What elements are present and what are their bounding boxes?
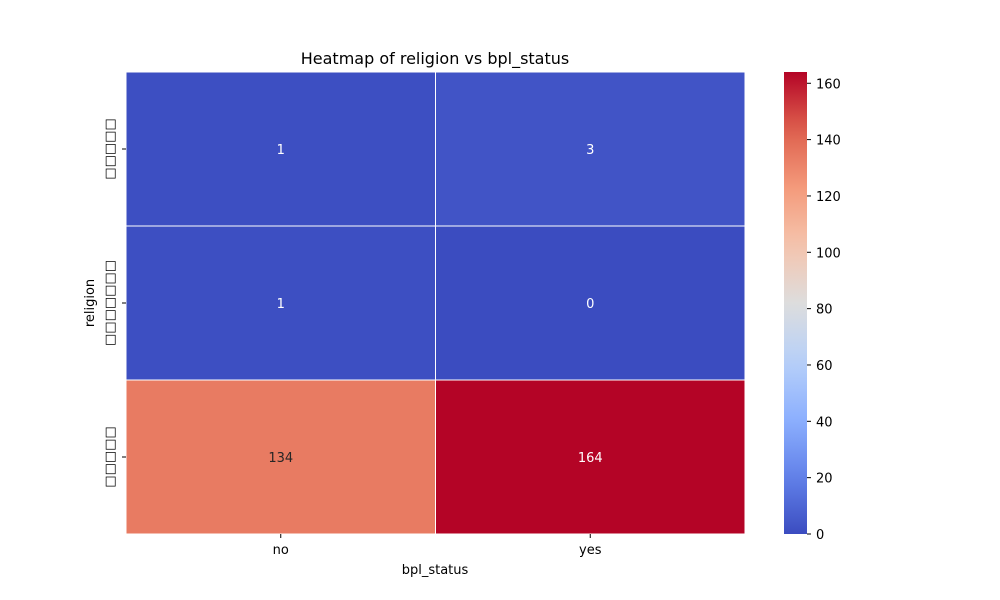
cell-value-label: 134 xyxy=(268,451,293,466)
colorbar-tick-label: 140 xyxy=(816,134,841,149)
colorbar-tick-label: 100 xyxy=(816,246,841,261)
cell-value-label: 1 xyxy=(277,143,285,158)
y-axis: □□□□□□□□□□□□□□□□□ xyxy=(103,118,126,488)
heatmap-cell xyxy=(435,225,746,381)
chart-title: Heatmap of religion vs bpl_status xyxy=(301,49,569,69)
colorbar-tick-label: 40 xyxy=(816,415,833,430)
heatmap-cell xyxy=(125,379,436,535)
y-tick-label: □□□□□ xyxy=(103,426,118,487)
x-tick-label: yes xyxy=(579,543,602,558)
colorbar-tick-label: 60 xyxy=(816,359,833,374)
y-tick-label: □□□□□ xyxy=(103,118,118,179)
colorbar-tick-label: 0 xyxy=(816,528,824,543)
colorbar-tick-label: 120 xyxy=(816,190,841,205)
y-tick-label: □□□□□□□ xyxy=(103,260,118,346)
heatmap-cell xyxy=(125,225,436,381)
heatmap-cell xyxy=(435,379,746,535)
x-axis: no yes xyxy=(273,534,602,558)
heatmap-cells: 1 3 1 0 134 164 xyxy=(125,71,746,535)
colorbar xyxy=(784,72,807,534)
cell-value-label: 0 xyxy=(586,297,594,312)
x-axis-label: bpl_status xyxy=(402,563,469,578)
colorbar-tick-label: 160 xyxy=(816,77,841,92)
cell-value-label: 164 xyxy=(578,451,603,466)
x-tick-label: no xyxy=(273,543,289,558)
cell-value-label: 1 xyxy=(277,297,285,312)
colorbar-ticks: 0 20 40 60 80 100 120 140 160 xyxy=(807,77,841,543)
heatmap-cell xyxy=(435,71,746,227)
heatmap-cell xyxy=(125,71,436,227)
cell-value-label: 3 xyxy=(586,143,594,158)
colorbar-tick-label: 80 xyxy=(816,303,833,318)
y-axis-label: religion xyxy=(83,279,98,327)
colorbar-tick-label: 20 xyxy=(816,472,833,487)
